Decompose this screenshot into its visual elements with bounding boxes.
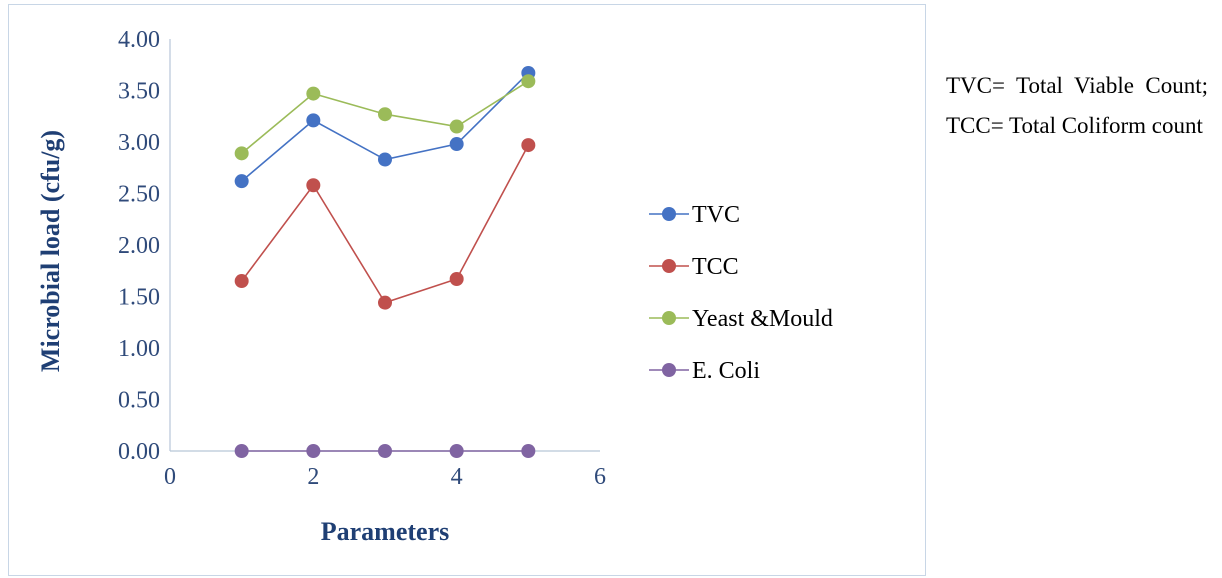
data-point [378,444,392,458]
x-tick-label: 2 [307,464,319,490]
data-point [234,146,249,161]
legend-marker [662,259,676,273]
data-point [306,178,321,193]
series-tvc [234,65,536,189]
x-tick-label: 4 [451,464,463,490]
legend-label: E. Coli [692,358,760,384]
legend-item: E. Coli [649,358,760,384]
legend-label: TVC [692,202,740,228]
data-point [378,107,392,122]
chart-frame: 0.00 0.50 1.00 1.50 2.00 2.50 3.00 3.50 4.00 0 2 4 6… [8,4,926,576]
data-point [521,444,536,458]
data-point [378,295,392,310]
legend-marker [662,311,676,325]
data-point [306,86,321,101]
legend-label: TCC [692,254,739,280]
legend-item: TVC [649,202,740,228]
series-yeast-mould [234,74,536,161]
y-tick-label: 1.00 [118,336,160,362]
y-tick-label: 2.50 [118,182,160,208]
legend-label: Yeast &Mould [692,306,833,332]
x-axis-title: Parameters [321,517,449,546]
legend-marker [662,363,676,377]
legend-item: TCC [649,254,739,280]
data-point [234,444,249,458]
data-point [234,274,249,289]
data-point [234,174,249,189]
abbreviation-note: TVC= Total Viable Count; TCC= Total Coli… [946,73,1208,138]
y-axis-title: Microbial load (cfu/g) [36,130,65,372]
data-point [306,113,321,128]
data-point [521,138,536,153]
data-point [521,74,536,89]
data-point [449,119,464,134]
data-point [449,271,464,286]
data-point [378,152,392,167]
data-point [449,444,464,458]
y-tick-label: 1.50 [118,285,160,311]
y-tick-label: 3.50 [118,79,160,105]
y-tick-label: 0.00 [118,439,160,465]
legend-item: Yeast &Mould [649,306,833,332]
scatter-line-chart: 0.00 0.50 1.00 1.50 2.00 2.50 3.00 3.50 4.00 0 2 4 6… [36,27,833,546]
series-e-coli [234,444,536,458]
x-tick-label: 0 [164,464,176,490]
legend-marker [662,207,676,221]
y-tick-label: 3.00 [118,130,160,156]
y-tick-label: 4.00 [118,27,160,53]
data-point [449,137,464,152]
y-tick-label: 0.50 [118,388,160,414]
data-point [306,444,321,458]
x-tick-label: 6 [594,464,606,490]
series-tcc [234,138,536,310]
series-line [241,144,530,304]
y-tick-label: 2.00 [118,233,160,259]
